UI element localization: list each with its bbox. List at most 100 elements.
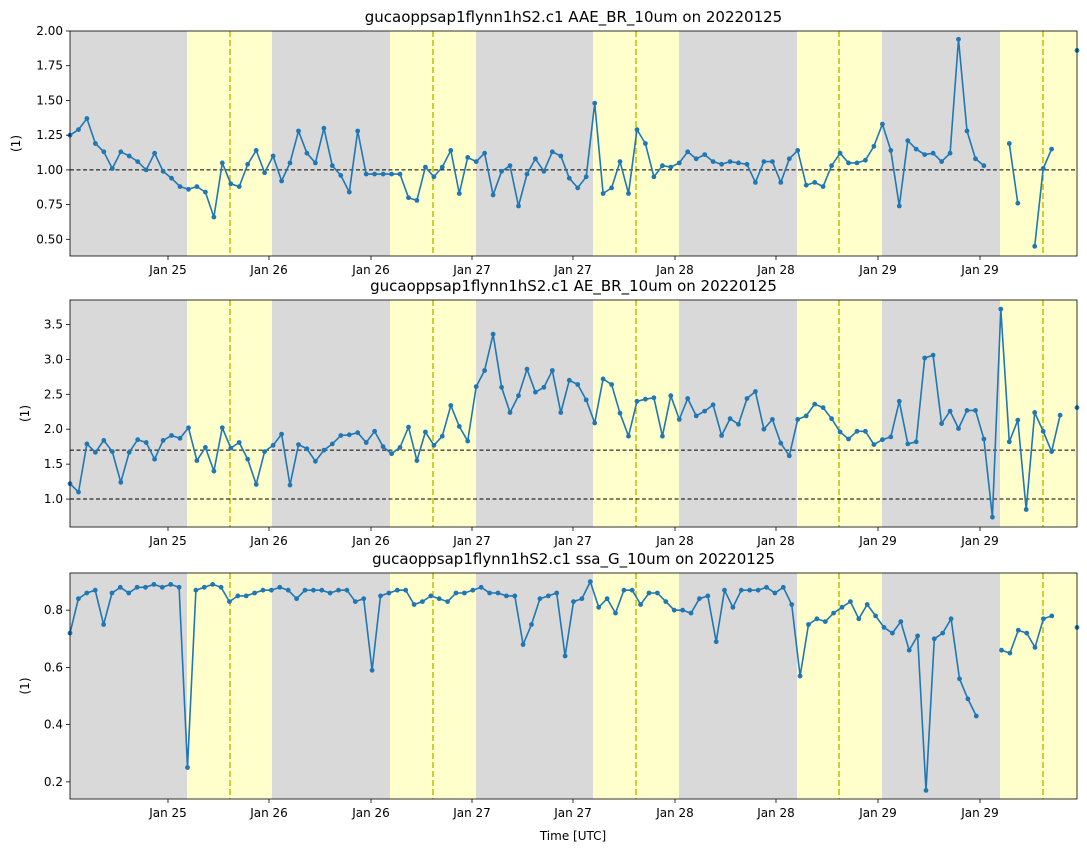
night-band xyxy=(476,31,593,256)
data-point xyxy=(143,167,149,173)
data-point xyxy=(76,489,81,495)
data-point xyxy=(193,587,199,593)
data-point xyxy=(964,128,970,134)
data-point xyxy=(575,382,581,387)
data-point xyxy=(583,397,589,403)
data-point xyxy=(313,458,318,464)
data-point xyxy=(329,441,335,447)
data-point xyxy=(262,170,267,176)
data-point xyxy=(727,416,733,422)
data-point xyxy=(676,160,682,166)
data-point xyxy=(634,398,640,404)
data-point xyxy=(439,433,445,439)
data-point xyxy=(668,164,674,170)
night-band xyxy=(882,573,1000,799)
data-point xyxy=(436,596,442,602)
data-point xyxy=(803,182,809,188)
data-point xyxy=(411,602,417,607)
data-point xyxy=(881,625,887,630)
data-point xyxy=(727,159,733,165)
data-point xyxy=(770,417,775,422)
data-point xyxy=(487,590,492,596)
data-point xyxy=(930,352,936,358)
data-point xyxy=(134,584,140,590)
chart-title: gucaoppsap1flynn1hS2.c1 AAE_BR_10um on 2… xyxy=(365,8,782,27)
data-point xyxy=(617,410,623,416)
data-point xyxy=(541,384,547,390)
data-point xyxy=(414,458,420,463)
data-point xyxy=(453,590,459,596)
data-point xyxy=(431,442,437,448)
data-point xyxy=(964,408,970,413)
y-tick-label: 2.00 xyxy=(36,24,63,38)
x-tick-label: Jan 29 xyxy=(858,263,897,277)
y-tick-label: 0.2 xyxy=(44,775,63,789)
data-point xyxy=(219,425,225,431)
data-point xyxy=(837,150,843,156)
night-band xyxy=(476,300,593,527)
data-point xyxy=(973,713,979,719)
data-point xyxy=(778,180,784,185)
x-tick-label: Jan 28 xyxy=(655,263,694,277)
y-tick-label: 1.50 xyxy=(36,93,63,107)
data-point xyxy=(566,377,572,383)
data-point xyxy=(456,424,462,429)
data-point xyxy=(270,153,276,159)
data-point xyxy=(512,593,518,599)
data-point xyxy=(143,584,148,590)
data-point xyxy=(386,590,392,596)
chart-panel-1: 0.50 0.75 1.00 1.25 1.50 1.75 2.00 Jan 25 Jan 26… xyxy=(9,8,1080,277)
x-tick-label: Jan 28 xyxy=(655,534,694,548)
x-tick-label: Jan 26 xyxy=(249,534,288,548)
night-band xyxy=(679,300,797,527)
y-tick-label: 3.5 xyxy=(44,317,63,331)
x-tick-label: Jan 28 xyxy=(756,534,795,548)
data-point xyxy=(260,587,266,593)
data-point xyxy=(571,599,576,604)
data-point xyxy=(575,185,581,191)
data-point xyxy=(761,159,767,165)
x-tick-label: Jan 29 xyxy=(960,806,999,820)
data-point xyxy=(194,184,200,190)
data-point xyxy=(378,593,383,599)
axes-frame xyxy=(69,299,1078,528)
data-point xyxy=(596,604,602,610)
data-point xyxy=(795,417,801,422)
data-point xyxy=(177,435,183,441)
data-point xyxy=(722,587,727,593)
data-point xyxy=(93,141,98,146)
data-point xyxy=(253,148,259,153)
data-point xyxy=(159,584,165,590)
day-band xyxy=(1000,300,1077,527)
x-tick-label: Jan 27 xyxy=(452,263,491,277)
data-point xyxy=(643,396,648,402)
data-point xyxy=(957,676,962,682)
data-point xyxy=(185,765,190,770)
data-point xyxy=(685,149,691,155)
data-point xyxy=(730,604,736,610)
data-point xyxy=(448,148,454,153)
data-point xyxy=(285,587,291,593)
data-point xyxy=(321,447,327,453)
data-point xyxy=(638,602,643,607)
data-point xyxy=(169,433,174,438)
data-point xyxy=(710,159,716,165)
data-point xyxy=(744,396,750,401)
data-point xyxy=(786,453,792,459)
data-point xyxy=(848,599,853,604)
data-point xyxy=(431,174,437,180)
data-point xyxy=(414,198,420,203)
data-point xyxy=(923,788,929,793)
data-point xyxy=(101,622,106,627)
data-point xyxy=(812,180,818,185)
y-tick-label: 1.00 xyxy=(36,163,63,177)
data-point xyxy=(516,393,521,399)
data-point xyxy=(252,590,257,596)
data-point xyxy=(152,150,158,156)
data-point xyxy=(236,184,242,190)
data-point xyxy=(558,153,564,159)
data-point xyxy=(549,368,555,373)
data-point xyxy=(109,590,115,596)
x-tick-label: Jan 28 xyxy=(655,806,694,820)
